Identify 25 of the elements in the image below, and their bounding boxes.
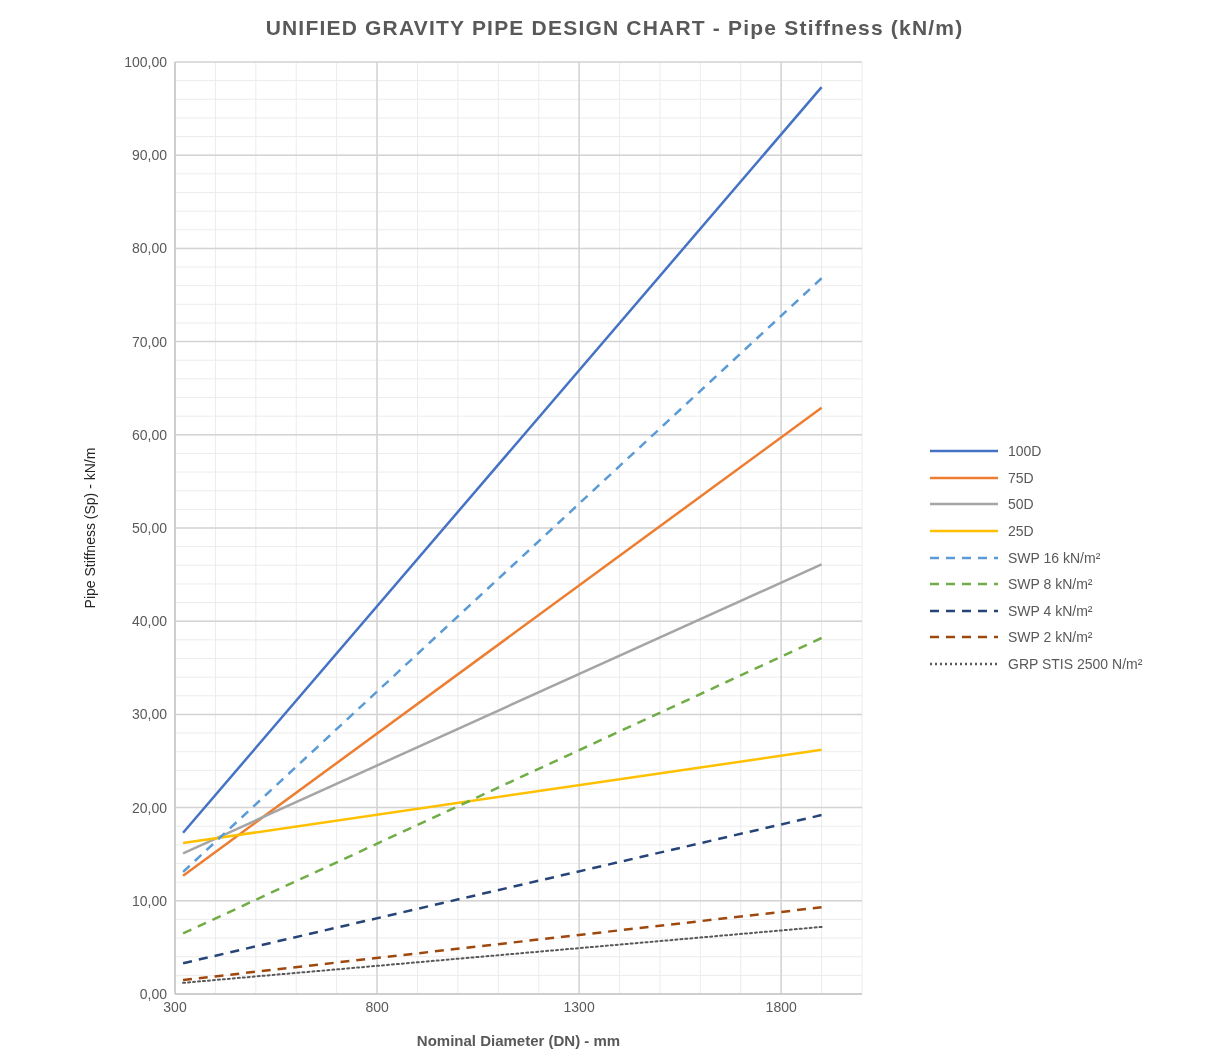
y-tick-label: 50,00 <box>131 519 168 536</box>
y-axis-title: Pipe Stiffness (Sp) - kN/m <box>81 447 98 609</box>
chart-title: UNIFIED GRAVITY PIPE DESIGN CHART - Pipe Stiffness (kN/m) <box>264 16 965 40</box>
legend-label: SWP 16 kN/m² <box>1008 549 1101 566</box>
x-tick-label: 800 <box>365 998 389 1015</box>
x-axis-title: Nominal Diameter (DN) - mm <box>416 1032 621 1049</box>
y-tick-label: 70,00 <box>131 333 168 350</box>
y-tick-label: 60,00 <box>131 426 168 443</box>
y-tick-label: 100,00 <box>124 53 168 70</box>
y-tick-label: 20,00 <box>131 799 168 816</box>
legend-label: 75D <box>1008 469 1034 486</box>
y-tick-label: 80,00 <box>131 240 168 257</box>
legend-label: SWP 8 kN/m² <box>1008 576 1093 593</box>
x-tick-label: 1300 <box>563 998 595 1015</box>
y-tick-label: 10,00 <box>131 892 168 909</box>
legend-label: SWP 4 kN/m² <box>1008 602 1093 619</box>
legend-label: 50D <box>1008 496 1034 513</box>
y-tick-label: 90,00 <box>131 147 168 164</box>
legend-label: SWP 2 kN/m² <box>1008 629 1093 646</box>
y-tick-label: 40,00 <box>131 613 168 630</box>
legend-label: GRP STIS 2500 N/m² <box>1008 656 1143 673</box>
y-tick-label: 30,00 <box>131 706 168 723</box>
x-tick-label: 1800 <box>765 998 797 1015</box>
legend-label: 25D <box>1008 523 1034 540</box>
legend-label: 100D <box>1008 443 1042 460</box>
